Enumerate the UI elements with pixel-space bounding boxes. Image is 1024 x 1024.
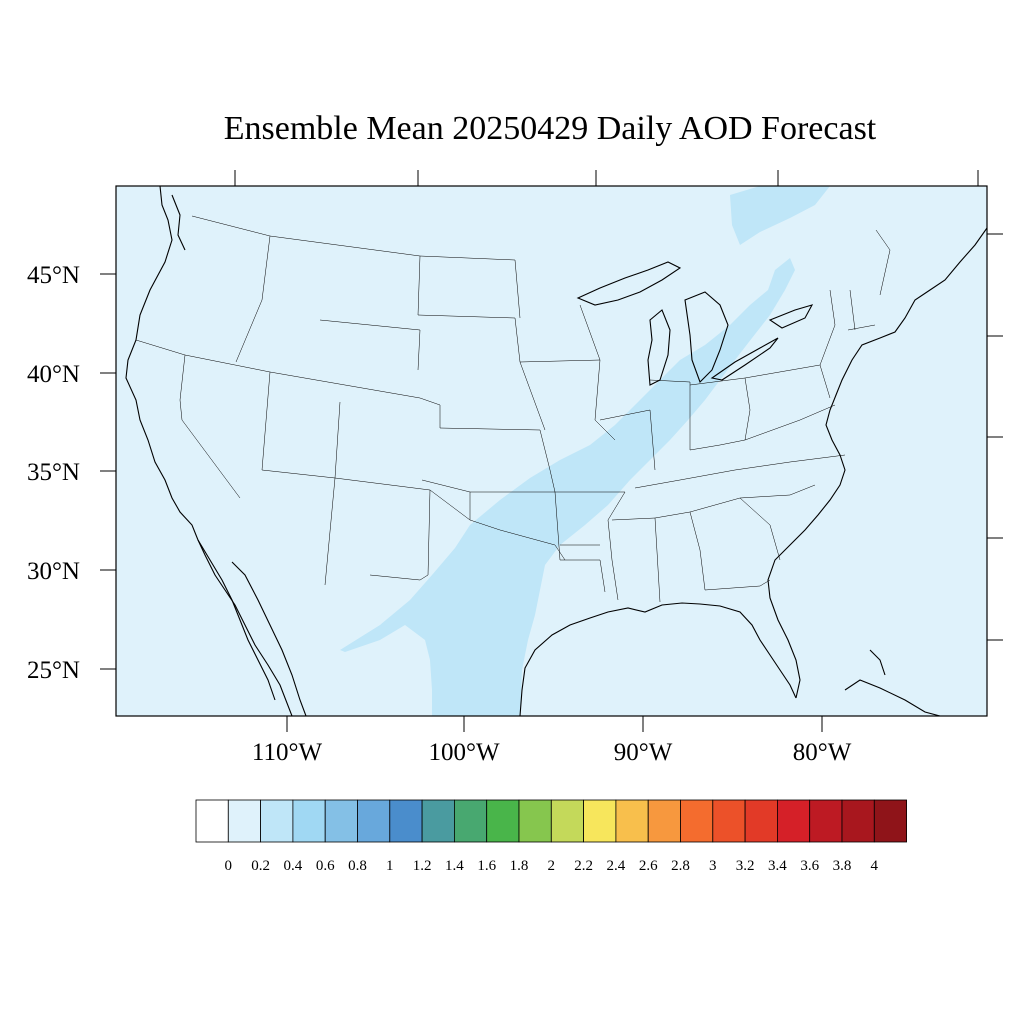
colorbar-swatch xyxy=(453,799,488,843)
colorbar-label: 2.8 xyxy=(671,858,690,874)
colorbar-label: 0.4 xyxy=(284,858,303,874)
colorbar-label: 1.4 xyxy=(445,858,464,874)
colorbar-labels: 0 0.2 0.4 0.6 0.8 1 1.2 1.4 1.6 1.8 2 2.2 2.4 2.6 2.8 3… xyxy=(225,858,879,874)
colorbar-swatch xyxy=(647,799,681,843)
colorbar-swatch xyxy=(615,799,649,843)
lon-label-80w: 80°W xyxy=(793,739,852,766)
colorbar-label: 3.4 xyxy=(768,858,787,874)
map-title: Ensemble Mean 20250429 Daily AOD Forecas… xyxy=(223,110,877,147)
colorbar-swatch xyxy=(841,799,875,843)
colorbar-label: 2.2 xyxy=(574,858,593,874)
colorbar-swatch xyxy=(744,799,778,843)
colorbar-label: 0.6 xyxy=(316,858,335,874)
colorbar-swatch xyxy=(809,799,843,843)
map-frame xyxy=(115,185,988,717)
colorbar-swatch xyxy=(324,799,358,843)
lat-label-45: 45°N xyxy=(27,262,80,289)
aod-plume-main xyxy=(340,258,795,716)
colorbar-swatch xyxy=(357,799,391,843)
lon-label-100w: 100°W xyxy=(428,739,499,766)
colorbar-label: 3.2 xyxy=(736,858,755,874)
colorbar-swatch xyxy=(260,799,294,843)
colorbar-swatch xyxy=(195,799,229,843)
colorbar-label: 0.2 xyxy=(251,858,270,874)
lon-label-90w: 90°W xyxy=(614,739,673,766)
colorbar-label: 3.6 xyxy=(800,858,819,874)
colorbar-swatch xyxy=(712,799,746,843)
lon-label-110w: 110°W xyxy=(252,739,323,766)
lat-label-25: 25°N xyxy=(27,657,80,684)
colorbar-label: 2.4 xyxy=(607,858,626,874)
colorbar xyxy=(195,799,907,843)
colorbar-label: 0.8 xyxy=(348,858,367,874)
colorbar-swatch xyxy=(518,799,552,843)
colorbar-swatch xyxy=(292,799,326,843)
coastlines xyxy=(125,186,987,716)
colorbar-swatch xyxy=(421,799,455,843)
aod-plume-north xyxy=(730,186,830,245)
colorbar-swatch xyxy=(777,799,811,843)
colorbar-label: 0 xyxy=(225,858,233,874)
colorbar-swatch xyxy=(486,799,520,843)
colorbar-swatch xyxy=(680,799,714,843)
lat-label-35: 35°N xyxy=(27,459,80,486)
state-boundaries xyxy=(135,215,891,603)
colorbar-swatch xyxy=(873,799,907,843)
colorbar-label: 3.8 xyxy=(833,858,852,874)
colorbar-label: 2.6 xyxy=(639,858,658,874)
lat-label-40: 40°N xyxy=(27,361,80,388)
colorbar-label: 3 xyxy=(709,858,717,874)
colorbar-swatch xyxy=(550,799,584,843)
colorbar-label: 2 xyxy=(548,858,556,874)
colorbar-label: 1.8 xyxy=(510,858,529,874)
lat-label-30: 30°N xyxy=(27,558,80,585)
map-background xyxy=(116,186,987,716)
colorbar-label: 4 xyxy=(871,858,879,874)
colorbar-swatch xyxy=(389,799,423,843)
colorbar-label: 1.2 xyxy=(413,858,432,874)
colorbar-swatch xyxy=(583,799,617,843)
colorbar-label: 1 xyxy=(386,858,394,874)
colorbar-label: 1.6 xyxy=(477,858,496,874)
colorbar-swatch xyxy=(227,799,262,843)
axis-ticks xyxy=(100,170,1003,732)
